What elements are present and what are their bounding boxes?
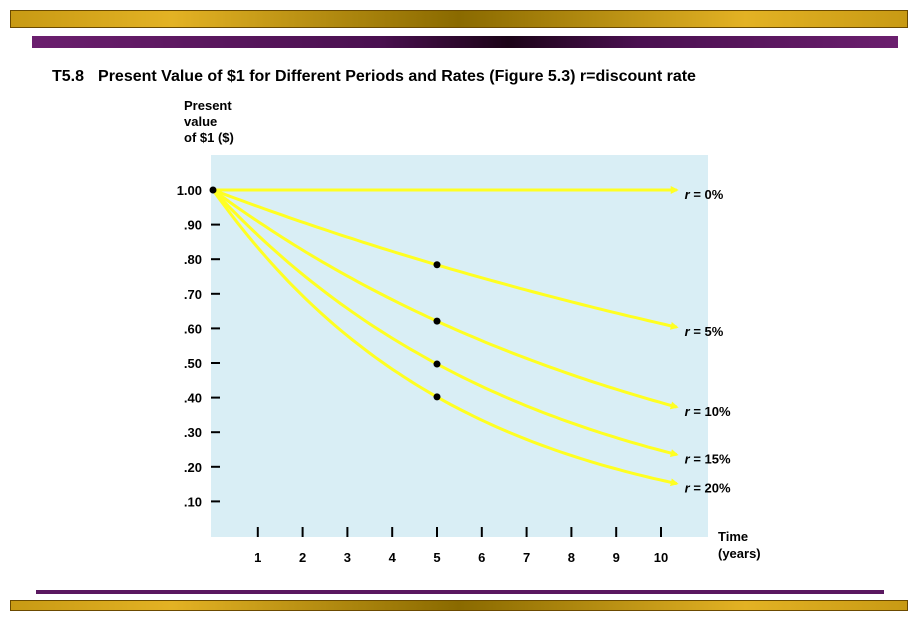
- data-marker: [433, 360, 441, 368]
- x-tick-label: 10: [654, 550, 668, 565]
- slide-title-text: Present Value of $1 for Different Period…: [98, 68, 696, 85]
- plot-background: [211, 155, 708, 537]
- x-axis-label: Time (years): [718, 529, 761, 561]
- series-line: [211, 189, 679, 487]
- x-tick-label: 5: [433, 550, 440, 565]
- slide-code: T5.8: [52, 68, 85, 85]
- series-label: r = 15%: [685, 452, 731, 467]
- series-label-rest: = 15%: [690, 452, 731, 467]
- series-line: [212, 188, 679, 410]
- series-label-var: r: [685, 452, 691, 467]
- x-tick-label: 2: [299, 550, 306, 565]
- series-label: r = 5%: [685, 324, 724, 339]
- series-label-rest: = 5%: [690, 324, 724, 339]
- x-tick-label: 4: [389, 550, 397, 565]
- x-tick-label: 9: [613, 550, 620, 565]
- x-axis-label-line: (years): [718, 546, 761, 561]
- top-gold-bar: [10, 10, 908, 28]
- y-tick-label: .40: [184, 391, 202, 406]
- series-label-var: r: [685, 187, 691, 202]
- series-line: [211, 188, 679, 457]
- data-markers: [209, 186, 441, 401]
- y-tick-label: .20: [184, 460, 202, 475]
- top-purple-bar: [32, 36, 898, 48]
- series-label-var: r: [685, 481, 691, 496]
- data-marker: [433, 261, 441, 269]
- y-tick-label: 1.00: [177, 183, 202, 198]
- y-axis-label-line: Present: [184, 98, 232, 113]
- bottom-purple-bar: [36, 590, 884, 594]
- y-tick-label: .70: [184, 287, 202, 302]
- series-line: [212, 188, 679, 330]
- data-marker: [433, 393, 441, 401]
- y-tick-label: .30: [184, 425, 202, 440]
- y-axis-ticks: 1.00 .90 .80 .70 .60 .50 .40 .30 .20 .10: [177, 183, 220, 509]
- series-label-var: r: [685, 324, 691, 339]
- y-tick-label: .50: [184, 356, 202, 371]
- series-label-rest: = 0%: [690, 187, 724, 202]
- series-label-var: r: [685, 404, 691, 419]
- y-axis-label-line: of $1 ($): [184, 130, 234, 145]
- y-tick-label: .90: [184, 218, 202, 233]
- series-curves: [211, 186, 679, 487]
- x-tick-label: 1: [254, 550, 261, 565]
- series-label: r = 10%: [685, 404, 731, 419]
- series-label-rest: = 10%: [690, 404, 731, 419]
- x-tick-label: 7: [523, 550, 530, 565]
- bottom-gold-bar: [10, 600, 908, 611]
- series-labels: r = 0%r = 5%r = 10%r = 15%r = 20%: [685, 187, 731, 496]
- x-tick-label: 6: [478, 550, 485, 565]
- x-axis-ticks: 1 2 3 4 5 6 7 8 9 10: [254, 527, 668, 565]
- data-marker: [209, 186, 217, 194]
- slide-title: T5.8 Present Value of $1 for Different Pe…: [52, 68, 696, 86]
- y-tick-label: .10: [184, 494, 202, 509]
- y-axis-label-line: value: [184, 114, 217, 129]
- series-label-rest: = 20%: [690, 481, 731, 496]
- x-tick-label: 3: [344, 550, 351, 565]
- x-tick-label: 8: [568, 550, 575, 565]
- y-tick-label: .60: [184, 321, 202, 336]
- series-label: r = 0%: [685, 187, 724, 202]
- data-marker: [433, 317, 441, 325]
- x-axis-label-line: Time: [718, 529, 748, 544]
- y-tick-label: .80: [184, 252, 202, 267]
- series-label: r = 20%: [685, 481, 731, 496]
